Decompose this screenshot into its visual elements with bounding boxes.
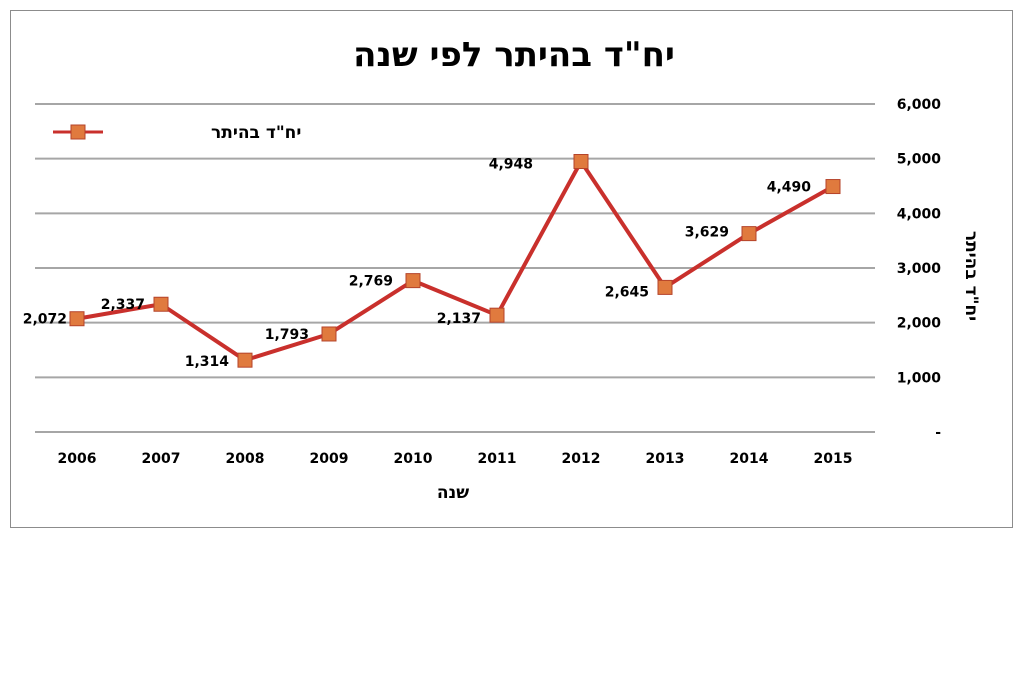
data-label: 1,793: [265, 327, 309, 343]
y-tick-label: 4,000: [897, 206, 942, 222]
data-point-marker: [573, 154, 589, 170]
x-tick-label: 2014: [730, 451, 769, 467]
y-tick-label: -: [935, 425, 941, 441]
y-axis-title: יח"ד בהיתר: [961, 231, 981, 321]
x-tick-label: 2007: [142, 451, 181, 467]
data-point-marker: [405, 273, 421, 289]
chart-container: יח"ד בהיתר לפי שנה - 1,000 2,000 3,000 4,000…: [10, 10, 1013, 528]
x-tick-label: 2010: [394, 451, 433, 467]
x-axis-title: שנה: [437, 483, 469, 503]
data-label: 1,314: [185, 354, 230, 370]
legend-marker-swatch: [70, 124, 86, 140]
y-axis-ticks: - 1,000 2,000 3,000 4,000 5,000 6,000: [897, 97, 942, 441]
data-label: 2,072: [23, 312, 67, 328]
y-tick-label: 1,000: [897, 370, 942, 386]
data-label: 4,948: [489, 157, 533, 173]
x-tick-label: 2011: [478, 451, 517, 467]
data-label: 2,645: [605, 284, 649, 300]
data-point-marker: [237, 352, 253, 368]
y-tick-label: 6,000: [897, 97, 942, 113]
data-label: 3,629: [685, 225, 729, 241]
chart-title: יח"ד בהיתר לפי שנה: [353, 35, 675, 75]
data-label: 2,769: [349, 274, 393, 290]
x-tick-label: 2008: [226, 451, 265, 467]
x-axis-ticks: 2006 2007 2008 2009 2010 2011 2012 2013 2014 2015: [58, 451, 853, 467]
series-line: [76, 159, 834, 363]
data-point-marker: [741, 226, 757, 242]
data-point-marker: [489, 307, 505, 323]
gridlines: [35, 103, 875, 433]
legend-series-label: יח"ד בהיתר: [211, 123, 301, 143]
data-label: 2,337: [101, 297, 145, 313]
data-label: 4,490: [767, 180, 812, 196]
data-label: 2,137: [437, 311, 481, 327]
data-point-marker: [825, 179, 841, 195]
series-group: [69, 154, 841, 368]
data-point-marker: [657, 279, 673, 295]
line-chart: יח"ד בהיתר לפי שנה - 1,000 2,000 3,000 4,000…: [23, 35, 981, 503]
x-tick-label: 2006: [58, 451, 97, 467]
legend: יח"ד בהיתר: [53, 123, 301, 143]
data-point-marker: [321, 326, 337, 342]
y-tick-label: 2,000: [897, 316, 942, 332]
data-point-marker: [69, 311, 85, 327]
y-tick-label: 3,000: [897, 261, 942, 277]
data-point-marker: [153, 296, 169, 312]
x-tick-label: 2015: [814, 451, 853, 467]
y-tick-label: 5,000: [897, 152, 942, 168]
x-tick-label: 2012: [562, 451, 601, 467]
x-tick-label: 2013: [646, 451, 685, 467]
data-labels: 2,072 2,337 1,314 1,793 2,769 2,137 4,948 2,645…: [23, 157, 812, 371]
x-tick-label: 2009: [310, 451, 349, 467]
